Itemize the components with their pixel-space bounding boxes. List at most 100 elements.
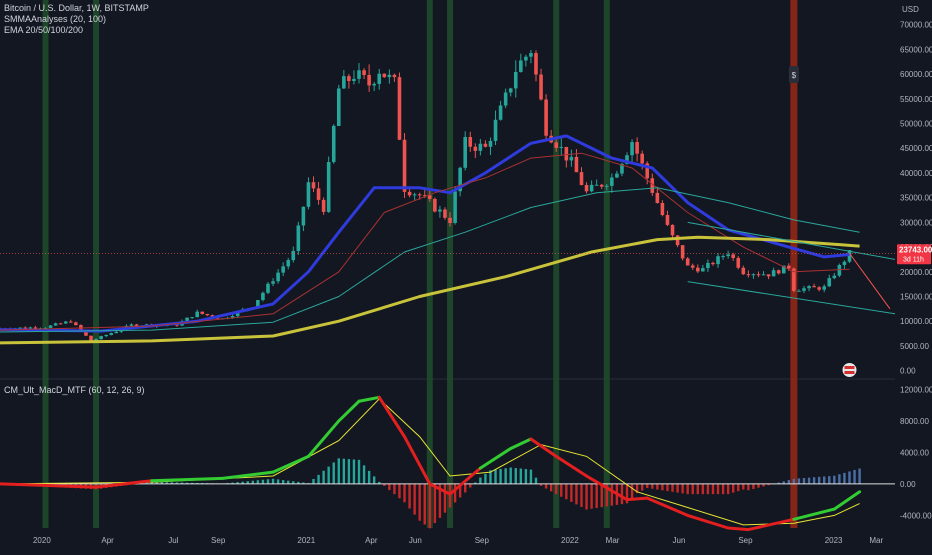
candle-up <box>630 142 634 156</box>
macd-histogram-bar <box>549 483 553 492</box>
candle-up <box>463 136 467 168</box>
candle-up <box>261 292 265 301</box>
indicator-smma-label[interactable]: SMMAAnalyses (20, 100) <box>4 14 107 24</box>
candle-up <box>230 316 235 318</box>
vertical-band-green-1 <box>93 0 100 528</box>
candle-down <box>321 199 326 212</box>
flag-marker <box>842 363 857 377</box>
macd-histogram-bar <box>383 483 386 486</box>
macd-histogram-bar <box>185 482 189 484</box>
macd-histogram-bar <box>595 483 598 508</box>
ema-line-2 <box>0 187 860 333</box>
candle-down <box>650 178 655 193</box>
symbol-title[interactable]: Bitcoin / U.S. Dollar, 1W, BITSTAMP <box>4 3 149 13</box>
candle-down <box>134 324 139 327</box>
macd-histogram-bar <box>716 483 720 495</box>
macd-histogram-bar <box>534 477 538 484</box>
candle-down <box>731 254 735 258</box>
macd-legend: CM_Ult_MacD_MTF (60, 12, 26, 9) <box>4 385 145 396</box>
vertical-band-green-2 <box>426 0 433 528</box>
macd-histogram-bar <box>332 462 335 484</box>
macd-histogram-bar <box>170 482 174 484</box>
candle-down <box>711 262 715 265</box>
macd-histogram-bar <box>175 482 179 484</box>
macd-line-segment <box>377 395 407 439</box>
macd-tick-label: 0.00 <box>900 480 916 489</box>
macd-line-segment <box>478 446 513 470</box>
macd-histogram-bar <box>281 480 285 484</box>
macd-line-segment <box>585 474 629 502</box>
macd-histogram-bar <box>787 480 791 484</box>
macd-histogram-bar <box>585 483 588 510</box>
candle-up <box>94 339 98 342</box>
macd-histogram-bar <box>408 483 411 509</box>
macd-histogram-bar <box>287 480 290 484</box>
macd-histogram-bar <box>504 468 507 484</box>
candle-up <box>569 156 574 161</box>
candle-up <box>493 119 498 141</box>
candle-up <box>706 262 710 269</box>
candle-up <box>716 256 720 265</box>
macd-histogram-bar <box>160 482 164 484</box>
indicator-ema-label[interactable]: EMA 20/50/100/200 <box>4 25 84 35</box>
macd-line-segment <box>645 496 690 517</box>
macd-line-segment <box>686 513 730 530</box>
candle-up <box>478 143 483 151</box>
macd-histogram-bar <box>529 469 533 484</box>
x-tick-label: 2023 <box>825 536 843 545</box>
candle-up <box>701 268 705 272</box>
candle-up <box>721 256 725 258</box>
y-tick-label: 10000.00 <box>900 317 932 326</box>
candle-up <box>99 336 103 340</box>
candle-up <box>114 331 119 334</box>
candle-up <box>802 288 806 291</box>
macd-histogram-bar <box>317 474 320 484</box>
macd-histogram-bar <box>246 481 249 484</box>
y-tick-label: 45000.00 <box>900 144 932 153</box>
candle-down <box>84 330 88 336</box>
candle-up <box>53 323 58 326</box>
macd-line-segment <box>554 454 589 478</box>
candle-up <box>357 70 361 79</box>
candle-down <box>640 153 644 164</box>
macd-histogram-bar <box>372 476 376 484</box>
macd-histogram-bar <box>843 472 846 484</box>
candle-up <box>438 209 442 212</box>
y-tick-label: 50000.00 <box>900 120 932 129</box>
macd-line-segment <box>625 496 649 502</box>
candle-down <box>574 156 579 173</box>
macd-tick-label: 8000.00 <box>900 417 929 426</box>
macd-histogram-bar <box>322 470 325 484</box>
flag-marker-stripe <box>844 366 855 369</box>
macd-histogram-bar <box>251 480 255 484</box>
candle-down <box>367 74 371 86</box>
y-tick-label: 15000.00 <box>900 292 932 301</box>
macd-histogram-bar <box>706 483 710 495</box>
macd-histogram-bar <box>352 459 356 484</box>
macd-line-segment <box>428 482 452 496</box>
candle-down <box>473 146 478 151</box>
candle-up <box>195 311 200 318</box>
candle-down <box>817 287 821 290</box>
macd-histogram-bar <box>661 483 664 491</box>
macd-histogram-bar <box>256 480 260 484</box>
macd-histogram-bar <box>757 483 760 488</box>
candle-up <box>524 56 528 61</box>
macd-tick-label: 12000.00 <box>900 385 932 394</box>
x-tick-label: 2022 <box>561 536 579 545</box>
vertical-band-green-5 <box>603 0 610 528</box>
macd-histogram-bar <box>367 470 371 484</box>
macd-histogram-bar <box>357 459 361 484</box>
y-tick-label: 70000.00 <box>900 21 932 30</box>
macd-histogram-bar <box>302 482 305 484</box>
dividend-marker <box>788 66 799 83</box>
macd-histogram-bar <box>681 483 684 494</box>
macd-title[interactable]: CM_Ult_MacD_MTF (60, 12, 26, 9) <box>4 385 145 395</box>
candle-up <box>822 286 827 290</box>
macd-histogram-bar <box>469 483 472 488</box>
x-tick-label: Jul <box>168 536 178 545</box>
candle-up <box>726 254 730 257</box>
candle-up <box>751 274 756 276</box>
